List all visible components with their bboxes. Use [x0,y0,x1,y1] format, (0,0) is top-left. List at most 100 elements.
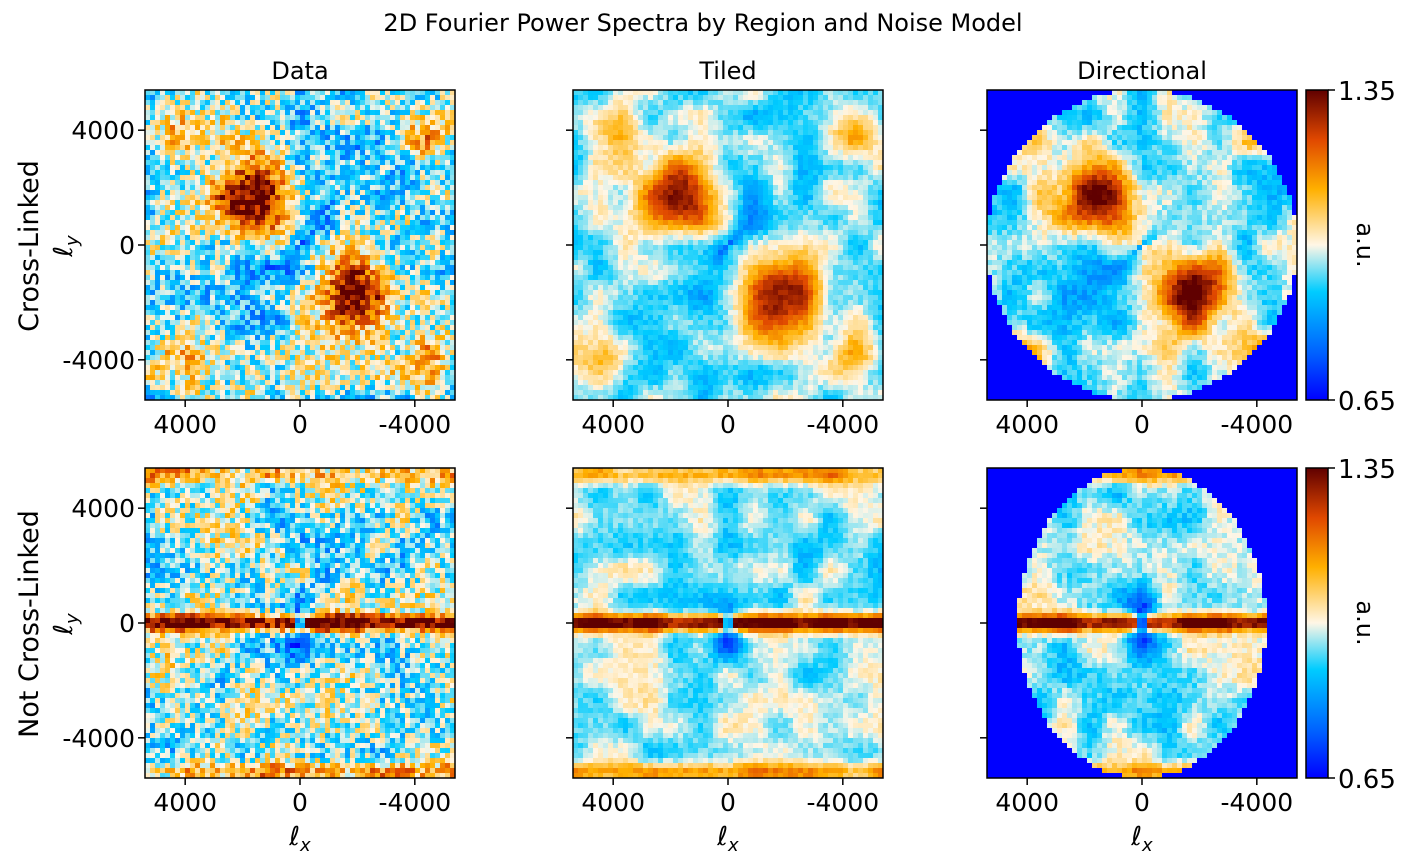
heatmap-cell [400,185,406,191]
heatmap-cell [385,180,391,186]
heatmap-cell [210,285,216,291]
heatmap-cell [608,105,614,111]
heatmap-cell [345,260,351,266]
heatmap-cell [390,335,396,341]
heatmap-cell [653,275,659,281]
heatmap-cell [360,195,366,201]
heatmap-cell [170,180,176,186]
heatmap-cell [405,135,411,141]
heatmap-cell [340,230,346,236]
heatmap-cell [310,200,316,206]
heatmap-cell [160,365,166,371]
heatmap-cell [160,280,166,286]
heatmap-cell [260,395,266,401]
heatmap-cell [310,310,316,316]
heatmap-cell [240,140,246,146]
heatmap-cell [648,275,654,281]
heatmap-cell [435,290,441,296]
heatmap-cell [633,225,639,231]
heatmap-cell [245,200,251,206]
heatmap-cell [330,145,336,151]
heatmap-cell [285,385,291,391]
heatmap-cell [205,395,211,401]
heatmap-cell [300,190,306,196]
heatmap-cell [658,320,664,326]
heatmap-cell [430,370,436,376]
heatmap-cell [340,270,346,276]
heatmap-cell [165,190,171,196]
heatmap-cell [160,245,166,251]
heatmap-cell [280,95,286,101]
heatmap-cell [608,190,614,196]
heatmap-cell [315,270,321,276]
heatmap-cell [395,325,401,331]
heatmap-cell [195,355,201,361]
heatmap-cell [285,230,291,236]
heatmap-cell [310,105,316,111]
heatmap-cell [450,370,456,376]
heatmap-cell [653,200,659,206]
heatmap-cell [440,115,446,121]
heatmap-cell [245,275,251,281]
heatmap-cell [628,135,634,141]
heatmap-cell [320,150,326,156]
heatmap-cell [643,330,649,336]
heatmap-cell [180,265,186,271]
heatmap-cell [290,230,296,236]
heatmap-cell [255,370,261,376]
heatmap-cell [305,295,311,301]
heatmap-cell [603,245,609,251]
heatmap-cell [633,355,639,361]
heatmap-cell [335,265,341,271]
heatmap-cell [165,380,171,386]
heatmap-cell [270,235,276,241]
heatmap-cell [205,220,211,226]
heatmap-cell [593,200,599,206]
heatmap-cell [425,185,431,191]
heatmap-cell [613,380,619,386]
heatmap-cell [425,165,431,171]
heatmap-cell [230,95,236,101]
heatmap-cell [255,240,261,246]
heatmap-cell [415,390,421,396]
heatmap-cell [400,320,406,326]
heatmap-cell [155,240,161,246]
heatmap-cell [240,185,246,191]
heatmap-cell [160,255,166,261]
heatmap-cell [190,245,196,251]
heatmap-cell [240,105,246,111]
heatmap-cell [180,340,186,346]
heatmap-cell [215,160,221,166]
heatmap-cell [150,220,156,226]
heatmap-cell [160,155,166,161]
heatmap-cell [588,130,594,136]
heatmap-cell [275,135,281,141]
heatmap-cell [628,390,634,396]
heatmap-cell [245,265,251,271]
heatmap-cell [445,145,451,151]
heatmap-cell [445,260,451,266]
heatmap-cell [330,345,336,351]
heatmap-cell [578,105,584,111]
heatmap-cell [275,105,281,111]
heatmap-cell [250,90,256,96]
heatmap-cell [235,385,241,391]
heatmap-cell [165,310,171,316]
heatmap-cell [440,340,446,346]
heatmap-cell [145,390,151,396]
heatmap-cell [200,135,206,141]
heatmap-cell [230,255,236,261]
heatmap-cell [638,255,644,261]
heatmap-cell [170,160,176,166]
heatmap-cell [653,215,659,221]
heatmap-cell [415,195,421,201]
heatmap-cell [598,165,604,171]
heatmap-cell [200,170,206,176]
heatmap-cell [260,100,266,106]
heatmap-cell [435,250,441,256]
heatmap-cell [325,385,331,391]
heatmap-cell [380,280,386,286]
heatmap-cell [603,240,609,246]
heatmap-cell [385,165,391,171]
heatmap-cell [265,370,271,376]
